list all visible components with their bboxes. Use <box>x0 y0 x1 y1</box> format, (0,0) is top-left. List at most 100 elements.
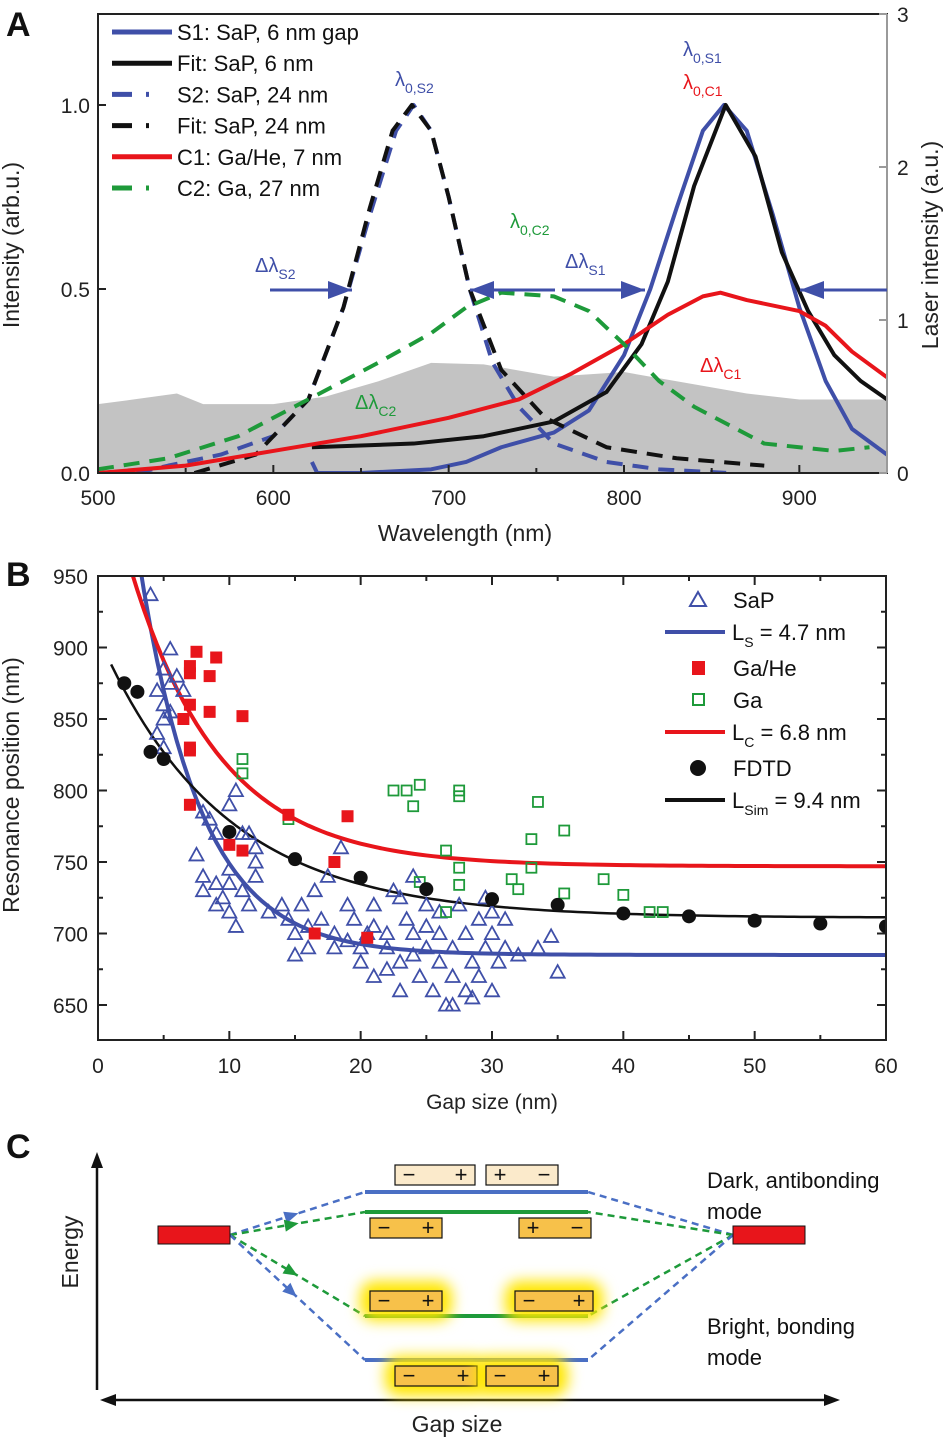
plus-charge-sign: + <box>422 1288 435 1313</box>
y-tick-label: 950 <box>53 566 88 589</box>
ga-he-point <box>210 651 223 664</box>
panel-label-b: B <box>6 556 31 594</box>
plus-charge-sign: + <box>455 1162 468 1187</box>
connector-left <box>229 1210 366 1237</box>
legend-label-tail: = 9.4 nm <box>768 788 860 813</box>
fdtd-point <box>222 824 237 839</box>
panel-b-resonance-chart: 0 10 20 30 40 50 60 650 700 750 800 850 900 950 Gap si… <box>0 566 898 1114</box>
x-tick-label: 10 <box>218 1055 241 1078</box>
sap-point <box>247 853 265 869</box>
ga-he-point <box>361 931 374 944</box>
annotation-label-subscript: 0,S2 <box>405 80 434 96</box>
minus-charge-sign: − <box>403 1363 416 1388</box>
annotation-label: λ0,C1 <box>683 72 723 99</box>
legend-label: FDTD <box>733 756 792 781</box>
gap-axis-arrow-right <box>824 1394 840 1406</box>
panel-a-spectra-chart: 500 600 700 800 900 0.0 0.5 1.0 0 1 2 3 Wavelength (… <box>0 4 943 546</box>
sap-point <box>457 924 475 940</box>
ga-he-point <box>190 645 203 658</box>
connector-arrowhead <box>283 1219 299 1232</box>
connector-right <box>587 1234 734 1361</box>
fwhm-arrow-s1-right-head <box>800 281 824 299</box>
fdtd-point <box>288 852 302 867</box>
minus-charge-sign: − <box>378 1215 391 1240</box>
sap-point <box>444 938 462 955</box>
sap-point <box>214 888 232 905</box>
ga-he-point <box>341 810 354 823</box>
y-tick-label: 750 <box>53 852 88 875</box>
ga-point <box>597 873 610 886</box>
legend-label-main: L <box>732 720 744 745</box>
sap-point <box>345 910 363 926</box>
y-tick-label: 700 <box>53 924 88 947</box>
fdtd-point <box>616 906 631 921</box>
sap-point <box>352 953 370 969</box>
legend-label-main: L <box>732 620 744 645</box>
x-tick-label: 600 <box>256 487 291 510</box>
monomer-rod-left <box>157 1225 231 1245</box>
legend-label: C2: Ga, 27 nm <box>177 176 320 201</box>
x-tick-label: 900 <box>782 487 817 510</box>
x-tick-label: 40 <box>612 1055 635 1078</box>
plus-charge-sign: + <box>457 1363 470 1388</box>
sap-point <box>332 838 350 855</box>
sap-point <box>187 845 206 862</box>
legend-label: SaP <box>733 588 775 613</box>
ga-point <box>617 888 630 901</box>
y-tick-label: 900 <box>53 638 88 661</box>
ga-point <box>453 878 466 891</box>
fdtd-point <box>550 897 565 912</box>
monomer-rod-right <box>732 1225 806 1245</box>
annotation-label-main: Δλ <box>255 255 278 277</box>
fdtd-point <box>813 916 828 931</box>
x-axis-label: Gap size (nm) <box>426 1091 558 1114</box>
ga-he-point <box>223 838 236 851</box>
legend-label-subscript: C <box>744 734 754 750</box>
sap-point <box>339 931 357 948</box>
sap-point <box>299 938 317 955</box>
sap-point <box>476 938 494 955</box>
annotation-label: ΔλC2 <box>355 392 396 419</box>
fdtd-point <box>130 684 145 699</box>
minus-charge-sign: − <box>523 1288 536 1313</box>
sap-point <box>378 938 396 955</box>
sap-point <box>194 881 212 898</box>
legend-label-subscript: S <box>744 634 753 650</box>
legend-label: S2: SaP, 24 nm <box>177 82 328 107</box>
nanorod <box>514 1290 594 1312</box>
annotation-label-subscript: 0,C2 <box>520 222 550 238</box>
legend-label-tail: = 6.8 nm <box>754 720 846 745</box>
annotation-label-subscript: C2 <box>378 403 396 419</box>
ga-point <box>236 753 249 765</box>
ga-point <box>558 824 571 837</box>
sap-point <box>247 838 265 855</box>
y-axis-label: Intensity (arb.u.) <box>0 162 24 328</box>
y-axis-label: Resonance position (nm) <box>0 657 24 913</box>
sap-point <box>483 924 501 940</box>
annotation-label: ΔλC1 <box>700 355 741 382</box>
connector-left <box>229 1234 366 1361</box>
plus-charge-sign: + <box>494 1162 507 1187</box>
annotation-label-subscript: 0,S1 <box>693 50 722 66</box>
annotation-label-main: λ <box>683 72 693 94</box>
sap-point <box>233 881 251 898</box>
series-line-2 <box>311 103 887 450</box>
fdtd-point <box>682 909 696 924</box>
dark-mode-label: Dark, antibonding <box>707 1168 879 1193</box>
y-tick-label: 850 <box>53 709 88 732</box>
sap-point <box>161 702 179 719</box>
ga-point <box>558 887 571 900</box>
legend-label: Fit: SaP, 24 nm <box>177 114 326 139</box>
legend-label: Fit: SaP, 6 nm <box>177 51 314 76</box>
sap-point <box>496 910 514 926</box>
annotation-label-main: λ <box>683 39 693 61</box>
panel-label-a: A <box>6 6 31 44</box>
y-tick-label: 650 <box>53 995 88 1018</box>
sap-point <box>496 938 514 955</box>
x-tick-label: 0 <box>92 1055 104 1078</box>
nanorod <box>518 1217 592 1239</box>
sap-point <box>312 910 330 926</box>
gap-size-axis-label: Gap size <box>412 1411 503 1437</box>
ga-point <box>532 796 544 808</box>
annotation-label-main: Δλ <box>700 355 723 377</box>
